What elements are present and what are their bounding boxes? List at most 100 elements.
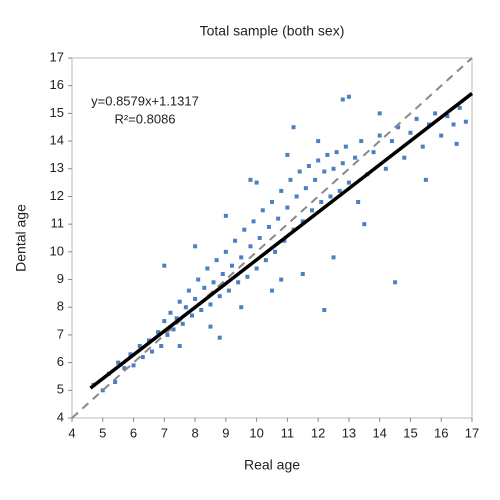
point bbox=[377, 111, 382, 116]
point bbox=[414, 116, 419, 121]
point bbox=[214, 258, 219, 263]
point bbox=[239, 255, 244, 260]
point bbox=[303, 186, 308, 191]
point bbox=[251, 219, 256, 224]
point bbox=[202, 285, 207, 290]
point bbox=[254, 180, 259, 185]
y-tick-label: 7 bbox=[57, 326, 64, 341]
x-tick-label: 12 bbox=[311, 425, 325, 440]
point bbox=[285, 205, 290, 210]
point bbox=[353, 155, 358, 160]
reference-line bbox=[71, 57, 473, 419]
point bbox=[362, 222, 367, 227]
y-tick-label: 5 bbox=[57, 382, 64, 397]
point bbox=[183, 305, 188, 310]
point bbox=[328, 194, 333, 199]
point bbox=[245, 274, 250, 279]
x-tick-label: 17 bbox=[465, 425, 479, 440]
point bbox=[433, 111, 438, 116]
point bbox=[279, 277, 284, 282]
point bbox=[439, 133, 444, 138]
x-tick-label: 8 bbox=[191, 425, 198, 440]
x-tick-label: 6 bbox=[130, 425, 137, 440]
point bbox=[174, 316, 179, 321]
point bbox=[211, 280, 216, 285]
y-tick-label: 13 bbox=[50, 160, 64, 175]
point bbox=[457, 105, 462, 110]
point bbox=[325, 152, 330, 157]
point bbox=[223, 213, 228, 218]
point bbox=[128, 352, 133, 357]
y-tick-label: 16 bbox=[50, 77, 64, 92]
point bbox=[146, 338, 151, 343]
point bbox=[100, 388, 105, 393]
y-tick-label: 8 bbox=[57, 299, 64, 314]
point bbox=[205, 266, 210, 271]
point bbox=[408, 130, 413, 135]
x-tick-label: 4 bbox=[68, 425, 75, 440]
point bbox=[319, 200, 324, 204]
point bbox=[390, 139, 394, 144]
x-tick-label: 7 bbox=[161, 425, 168, 440]
y-tick-label: 4 bbox=[57, 409, 64, 424]
x-tick-label: 9 bbox=[222, 425, 229, 440]
point bbox=[426, 122, 431, 127]
point bbox=[316, 158, 321, 163]
point bbox=[359, 139, 364, 144]
point bbox=[177, 344, 182, 348]
y-tick-label: 17 bbox=[50, 49, 64, 64]
point bbox=[208, 324, 213, 329]
point bbox=[445, 114, 450, 119]
point bbox=[140, 355, 145, 360]
point bbox=[331, 166, 336, 171]
point bbox=[291, 125, 296, 130]
point bbox=[279, 188, 284, 193]
point bbox=[263, 258, 268, 263]
point bbox=[242, 227, 247, 232]
y-tick-label: 11 bbox=[51, 216, 65, 231]
point bbox=[273, 249, 278, 254]
point bbox=[236, 280, 241, 285]
point bbox=[177, 299, 182, 304]
point bbox=[266, 224, 271, 229]
x-axis-label: Real age bbox=[244, 457, 300, 473]
point bbox=[168, 310, 173, 315]
point bbox=[322, 169, 327, 174]
trend-line bbox=[89, 92, 474, 390]
point bbox=[220, 272, 225, 276]
y-tick-label: 12 bbox=[50, 188, 64, 203]
point bbox=[297, 169, 302, 174]
point bbox=[156, 330, 161, 335]
y-tick-label: 14 bbox=[50, 133, 64, 148]
y-tick-label: 10 bbox=[50, 243, 64, 258]
point bbox=[331, 255, 336, 260]
x-tick-label: 16 bbox=[434, 425, 448, 440]
chart-title: Total sample (both sex) bbox=[200, 23, 345, 39]
point bbox=[196, 277, 201, 282]
point bbox=[150, 349, 154, 354]
point bbox=[270, 200, 274, 204]
point bbox=[248, 177, 253, 182]
x-tick-label: 5 bbox=[99, 425, 106, 440]
point bbox=[137, 344, 142, 348]
point bbox=[260, 208, 265, 213]
y-tick-label: 9 bbox=[57, 271, 64, 286]
point bbox=[233, 238, 238, 243]
point bbox=[288, 177, 293, 182]
point bbox=[402, 155, 407, 160]
point bbox=[423, 177, 428, 182]
point bbox=[356, 200, 361, 204]
y-axis-label: Dental age bbox=[13, 204, 29, 272]
x-tick-label: 10 bbox=[249, 425, 263, 440]
x-tick-label: 11 bbox=[281, 425, 295, 440]
point bbox=[276, 216, 281, 221]
point bbox=[300, 272, 305, 276]
r-squared: R²=0.8086 bbox=[114, 111, 175, 126]
point bbox=[346, 94, 351, 99]
point bbox=[463, 119, 468, 124]
point bbox=[248, 244, 253, 249]
point bbox=[310, 208, 314, 213]
point bbox=[294, 194, 299, 199]
point bbox=[300, 219, 305, 224]
point bbox=[116, 360, 121, 365]
